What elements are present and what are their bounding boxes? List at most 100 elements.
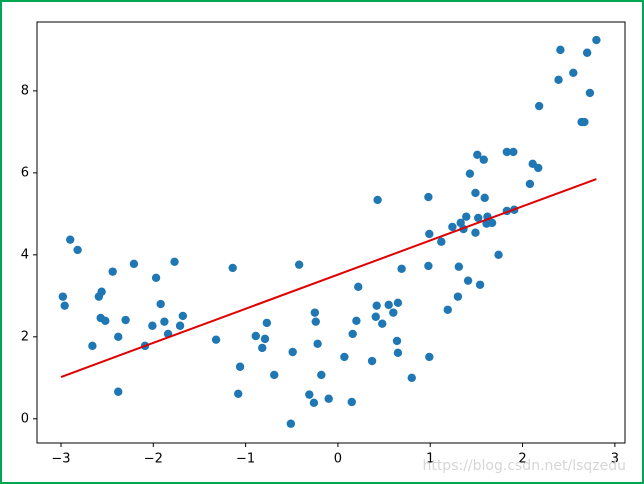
scatter-point bbox=[175, 321, 185, 330]
scatter-point bbox=[260, 334, 270, 344]
scatter-point bbox=[473, 150, 482, 160]
scatter-point bbox=[425, 229, 434, 239]
scatter-point bbox=[509, 147, 518, 157]
x-tick-label: 2 bbox=[518, 452, 526, 467]
scatter-point bbox=[129, 259, 139, 269]
scatter-point bbox=[407, 373, 416, 383]
scatter-point bbox=[378, 319, 387, 328]
scatter-point bbox=[367, 356, 377, 366]
scatter-point bbox=[592, 35, 601, 45]
scatter-point bbox=[474, 213, 483, 223]
y-tick-label: 4 bbox=[21, 247, 29, 262]
scatter-point bbox=[569, 68, 578, 78]
scatter-point bbox=[170, 257, 179, 267]
scatter-point bbox=[148, 321, 157, 330]
axes-frame bbox=[36, 21, 626, 444]
scatter-point bbox=[114, 387, 123, 396]
scatter-point bbox=[101, 316, 110, 326]
scatter-point bbox=[60, 301, 69, 310]
scatter-point bbox=[392, 336, 402, 346]
scatter-point bbox=[311, 317, 320, 326]
scatter-point bbox=[437, 237, 446, 246]
regression-line bbox=[60, 178, 597, 378]
y-tick-label: 8 bbox=[21, 83, 29, 98]
scatter-point bbox=[373, 195, 382, 205]
scatter-point bbox=[580, 117, 589, 127]
scatter-point bbox=[354, 282, 363, 292]
scatter-point bbox=[228, 263, 237, 273]
scatter-point bbox=[465, 169, 475, 178]
x-tick-label: −3 bbox=[51, 452, 70, 467]
scatter-point bbox=[424, 261, 433, 271]
scatter-point bbox=[534, 101, 544, 111]
scatter-point bbox=[270, 370, 279, 380]
scatter-point bbox=[178, 311, 188, 321]
scatter-point bbox=[471, 188, 480, 198]
scatter-point bbox=[352, 316, 361, 326]
scatter-point bbox=[251, 331, 260, 341]
scatter-point bbox=[121, 315, 130, 325]
scatter-point bbox=[393, 348, 403, 358]
scatter-point bbox=[371, 312, 380, 321]
x-tick-label: 3 bbox=[611, 452, 619, 467]
scatter-point bbox=[384, 300, 393, 310]
scatter-point bbox=[160, 317, 169, 326]
scatter-point bbox=[585, 88, 595, 98]
scatter-point bbox=[340, 352, 349, 362]
scatter-point bbox=[448, 222, 457, 232]
scatter-point bbox=[151, 273, 161, 282]
scatter-point bbox=[425, 352, 434, 362]
scatter-point bbox=[156, 299, 165, 309]
scatter-point bbox=[462, 212, 471, 221]
scatter-point bbox=[487, 218, 497, 228]
scatter-point bbox=[66, 235, 75, 244]
scatter-point bbox=[556, 45, 565, 55]
scatter-point bbox=[58, 292, 68, 301]
scatter-point bbox=[88, 341, 97, 351]
scatter-point bbox=[348, 329, 357, 339]
scatter-point bbox=[313, 339, 322, 348]
scatter-point bbox=[554, 75, 563, 85]
scatter-point bbox=[347, 397, 356, 407]
scatter-point bbox=[471, 228, 480, 237]
y-tick-label: 0 bbox=[21, 411, 29, 426]
scatter-point bbox=[305, 390, 314, 399]
scatter-point bbox=[454, 262, 464, 271]
scatter-point bbox=[453, 292, 463, 301]
plot-area: −3 −2 −1 0 1 2 3 0 2 4 6 8 bbox=[21, 21, 626, 467]
scatter-point bbox=[525, 179, 535, 189]
scatter-point bbox=[234, 389, 243, 399]
x-tick-label: −1 bbox=[236, 452, 255, 467]
scatter-point bbox=[534, 163, 543, 173]
scatter-point bbox=[97, 287, 106, 296]
watermark: https://blog.csdn.net/lsqzedu bbox=[422, 458, 626, 474]
x-tick-label: 0 bbox=[334, 452, 342, 467]
scatter-point bbox=[480, 193, 489, 203]
scatter-point bbox=[443, 305, 452, 314]
scatter-point bbox=[582, 48, 592, 57]
scatter-point bbox=[286, 419, 296, 428]
scatter-point bbox=[114, 332, 123, 342]
scatter-point bbox=[372, 301, 381, 310]
scatter-point bbox=[479, 155, 488, 164]
scatter-point bbox=[235, 362, 245, 371]
scatter-point bbox=[463, 276, 473, 285]
y-tick-label: 6 bbox=[21, 165, 29, 180]
scatter-point bbox=[397, 264, 406, 273]
scatter-point bbox=[317, 370, 326, 380]
scatter-point bbox=[310, 308, 320, 317]
scatter-point bbox=[475, 280, 485, 289]
scatter-point bbox=[262, 318, 272, 328]
scatter-point bbox=[294, 260, 304, 269]
scatter-point bbox=[393, 298, 403, 308]
x-tick-label: 1 bbox=[426, 452, 434, 467]
scatter-point bbox=[288, 347, 297, 357]
x-tick-label: −2 bbox=[144, 452, 163, 467]
scatter-point bbox=[73, 245, 82, 255]
scatter-point bbox=[424, 192, 433, 202]
scatter-point bbox=[108, 267, 117, 276]
y-tick-label: 2 bbox=[21, 329, 29, 344]
scatter-point bbox=[309, 398, 319, 408]
